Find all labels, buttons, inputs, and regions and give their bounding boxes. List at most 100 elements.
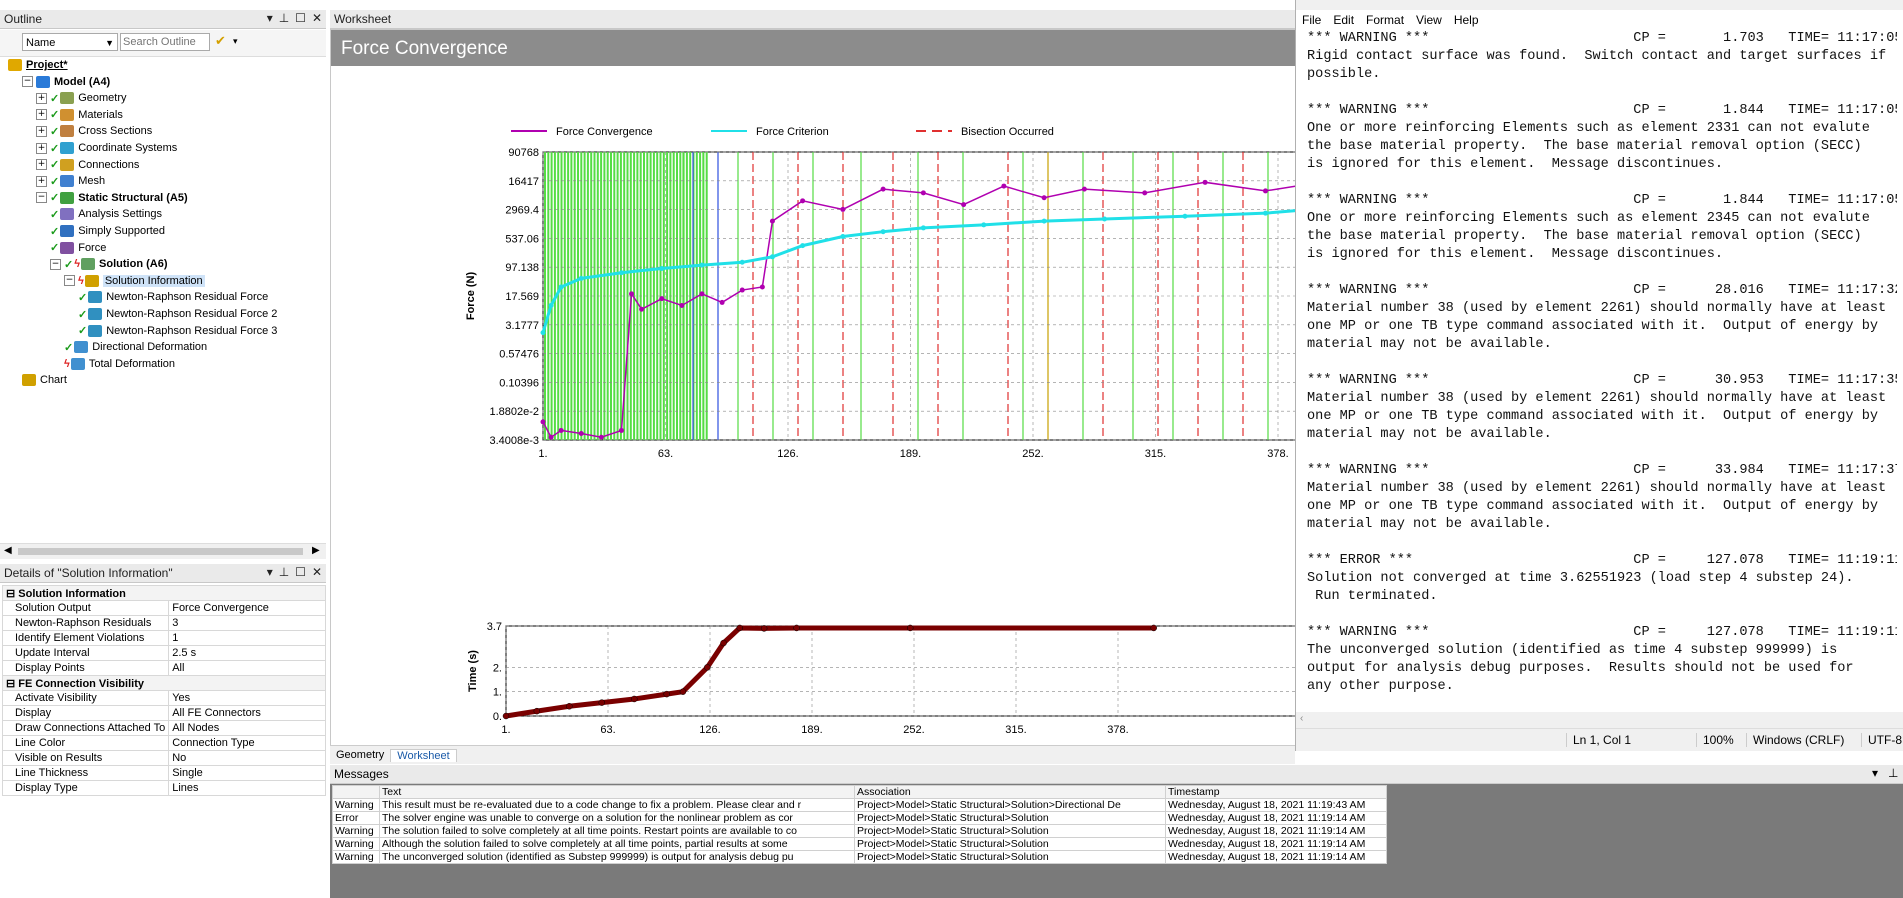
tree-item[interactable]: + ✓ Coordinate Systems <box>36 140 177 156</box>
tree-item[interactable]: ✓ Directional Deformation <box>64 339 207 355</box>
dropdown-arrow-icon[interactable]: ▾ <box>266 565 273 579</box>
details-section-header[interactable]: ⊟ FE Connection Visibility <box>2 675 326 691</box>
details-property-value[interactable]: 1 <box>168 630 326 646</box>
details-property-value[interactable]: No <box>168 750 326 766</box>
details-property-value[interactable]: 3 <box>168 615 326 631</box>
details-row[interactable]: Draw Connections Attached To All Nodes <box>1 720 326 736</box>
tree-item[interactable]: + ✓ Mesh <box>36 173 105 189</box>
tree-item[interactable]: + ✓ Cross Sections <box>36 123 152 139</box>
scroll-thumb[interactable] <box>18 548 303 555</box>
outline-hscrollbar[interactable]: ◀ ▶ <box>0 543 326 559</box>
collapse-icon[interactable]: − <box>50 258 61 270</box>
tree-item[interactable]: − ϟ Solution Information <box>64 273 205 289</box>
details-row[interactable]: Display All FE Connectors <box>1 705 326 721</box>
messages-column-header[interactable]: Text <box>379 785 855 799</box>
close-icon[interactable]: ✕ <box>311 11 322 25</box>
tree-item[interactable]: ✓ Newton-Raphson Residual Force <box>78 289 268 305</box>
tab-geometry[interactable]: Geometry <box>336 749 385 761</box>
expand-icon[interactable]: + <box>36 92 47 104</box>
message-row[interactable]: Warning The unconverged solution (identif… <box>332 850 1387 864</box>
tree-item[interactable]: ✓ Newton-Raphson Residual Force 2 <box>78 306 277 322</box>
details-section-header[interactable]: ⊟ Solution Information <box>2 585 326 601</box>
tree-item-label: Chart <box>40 374 67 387</box>
y-tick-label: 3.4008e-3 <box>489 435 539 447</box>
tree-item[interactable]: + ✓ Materials <box>36 107 123 123</box>
y-tick-label: 3.1777 <box>505 320 539 332</box>
collapse-icon[interactable]: − <box>64 275 75 287</box>
dropdown-arrow-icon[interactable]: ▾ <box>1872 766 1879 780</box>
outline-search-input[interactable] <box>120 33 210 51</box>
worksheet-tab-header: Worksheet <box>330 10 1295 29</box>
message-severity: Warning <box>332 824 380 838</box>
details-property-value[interactable]: Lines <box>168 780 326 796</box>
message-row[interactable]: Warning Although the solution failed to s… <box>332 837 1387 851</box>
filter-dropdown-icon[interactable]: ▾ <box>233 36 238 46</box>
filter-icon[interactable]: ✔ <box>215 33 226 48</box>
maximize-icon[interactable]: ☐ <box>295 11 306 25</box>
menu-item[interactable]: Help <box>1453 13 1479 27</box>
details-property-value[interactable]: Yes <box>168 690 326 706</box>
details-row[interactable]: Visible on Results No <box>1 750 326 766</box>
expand-icon[interactable]: + <box>36 175 47 187</box>
messages-column-header[interactable]: Association <box>854 785 1166 799</box>
menu-item[interactable]: File <box>1302 13 1322 27</box>
details-property-value[interactable]: Connection Type <box>168 735 326 751</box>
message-row[interactable]: Warning The solution failed to solve comp… <box>332 824 1387 838</box>
tree-item[interactable]: − ✓ ϟ Solution (A6) <box>50 256 167 272</box>
close-icon[interactable]: ✕ <box>311 565 322 579</box>
details-row[interactable]: Activate Visibility Yes <box>1 690 326 706</box>
collapse-icon[interactable]: − <box>22 76 33 88</box>
message-cell: Wednesday, August 18, 2021 11:19:43 AM <box>1165 798 1387 812</box>
collapse-icon[interactable]: − <box>36 192 47 204</box>
message-row[interactable]: Warning This result must be re-evaluated … <box>332 798 1387 812</box>
details-row[interactable]: Identify Element Violations 1 <box>1 630 326 646</box>
menu-item[interactable]: Format <box>1366 13 1405 27</box>
details-property-value[interactable]: All <box>168 660 326 676</box>
notepad-hscrollbar[interactable]: ‹ <box>1296 712 1903 728</box>
tree-item[interactable]: + ✓ Connections <box>36 157 139 173</box>
details-property-value[interactable]: Force Convergence <box>168 600 326 616</box>
tree-item[interactable]: ✓ Newton-Raphson Residual Force 3 <box>78 323 277 339</box>
details-row[interactable]: Display Points All <box>1 660 326 676</box>
scroll-right-icon[interactable]: ▶ <box>312 545 320 556</box>
details-row[interactable]: Line Color Connection Type <box>1 735 326 751</box>
tree-item[interactable]: ✓ Analysis Settings <box>50 206 162 222</box>
notepad-text-area[interactable]: *** WARNING *** CP = 1.703 TIME= 11:17:0… <box>1307 31 1897 694</box>
expand-icon[interactable]: + <box>36 159 47 171</box>
message-row[interactable]: Error The solver engine was unable to con… <box>332 811 1387 825</box>
details-row[interactable]: Line Thickness Single <box>1 765 326 781</box>
menu-item[interactable]: View <box>1416 13 1442 27</box>
pin-icon[interactable]: ⊥ <box>1888 766 1899 780</box>
scroll-left-icon[interactable]: ‹ <box>1300 713 1304 724</box>
tree-item[interactable]: − Model (A4) <box>22 74 110 90</box>
expand-icon[interactable]: + <box>36 125 47 137</box>
expand-icon[interactable]: + <box>36 142 47 154</box>
tree-item[interactable]: ✓ Simply Supported <box>50 223 165 239</box>
details-property-value[interactable]: 2.5 s <box>168 645 326 661</box>
details-row[interactable]: Display Type Lines <box>1 780 326 796</box>
tree-item[interactable]: Project* <box>8 57 68 73</box>
pin-icon[interactable]: ⊥ <box>278 565 290 579</box>
tree-item[interactable]: ✓ Force <box>50 240 106 256</box>
tree-item[interactable]: + ✓ Geometry <box>36 90 127 106</box>
outline-filter-select[interactable]: Name ▼ <box>22 33 118 51</box>
details-property-value[interactable]: All FE Connectors <box>168 705 326 721</box>
details-row[interactable]: Solution Output Force Convergence <box>1 600 326 616</box>
messages-column-header[interactable]: Timestamp <box>1165 785 1387 799</box>
tab-worksheet[interactable]: Worksheet <box>390 748 457 762</box>
details-property-value[interactable]: All Nodes <box>168 720 326 736</box>
details-property-value[interactable]: Single <box>168 765 326 781</box>
y-tick-label: 1.8802e-2 <box>489 406 539 418</box>
messages-column-header[interactable] <box>332 785 380 799</box>
details-row[interactable]: Update Interval 2.5 s <box>1 645 326 661</box>
scroll-left-icon[interactable]: ◀ <box>4 545 12 556</box>
expand-icon[interactable]: + <box>36 109 47 121</box>
tree-item[interactable]: − ✓ Static Structural (A5) <box>36 190 188 206</box>
details-row[interactable]: Newton-Raphson Residuals 3 <box>1 615 326 631</box>
tree-item[interactable]: ϟ Total Deformation <box>64 356 175 372</box>
maximize-icon[interactable]: ☐ <box>295 565 306 579</box>
tree-item[interactable]: Chart <box>22 372 67 388</box>
dropdown-arrow-icon[interactable]: ▾ <box>266 11 273 25</box>
pin-icon[interactable]: ⊥ <box>278 11 290 25</box>
menu-item[interactable]: Edit <box>1333 13 1355 27</box>
